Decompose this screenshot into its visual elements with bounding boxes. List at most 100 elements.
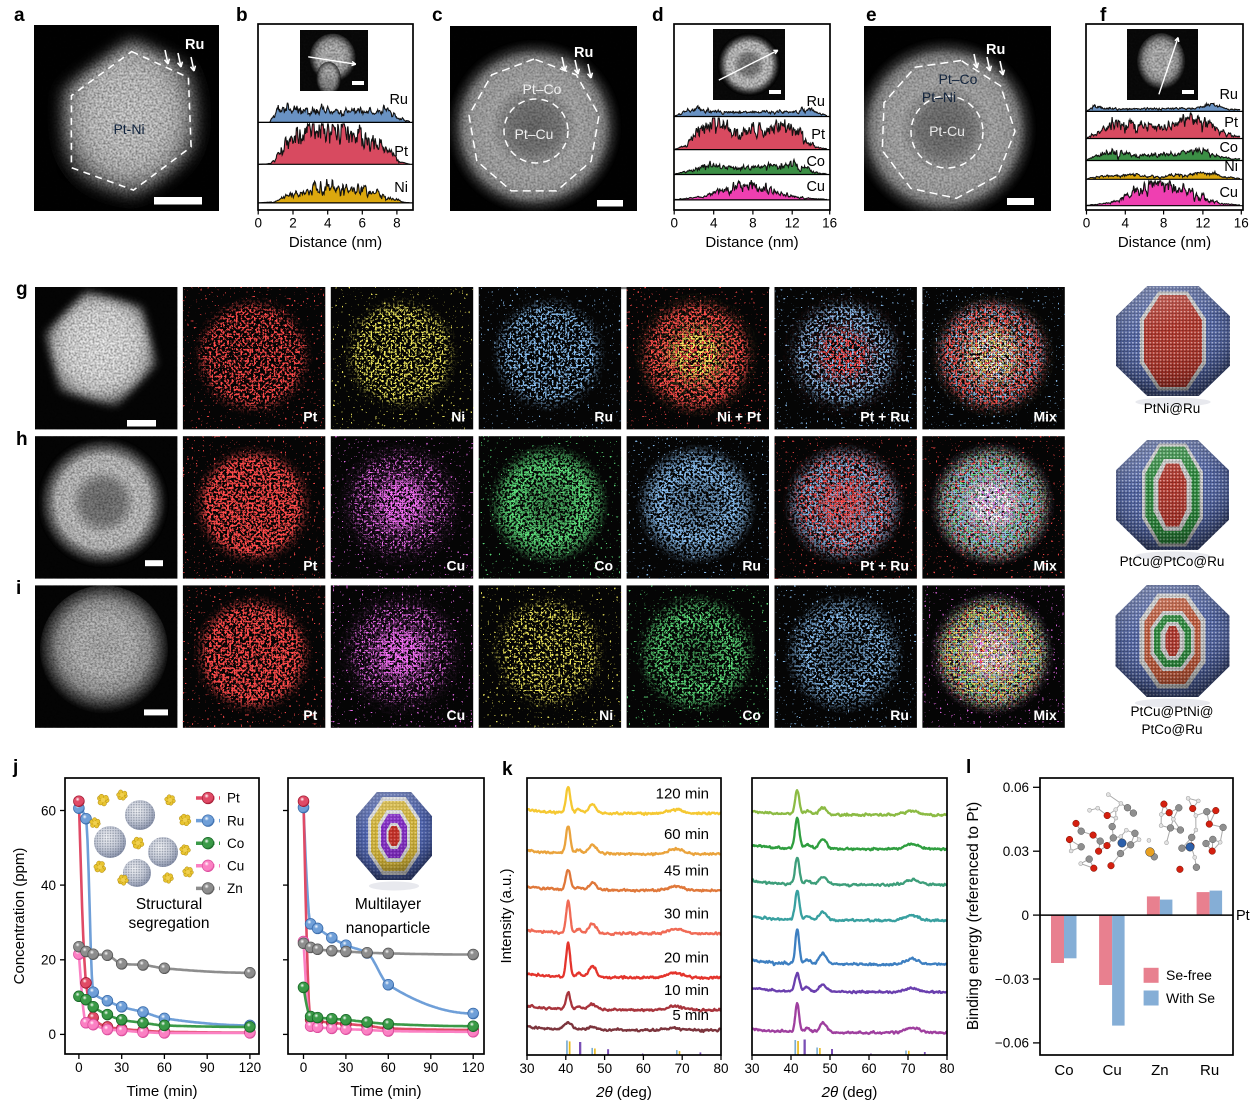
svg-text:40: 40 <box>41 878 56 893</box>
svg-text:Cu: Cu <box>1219 185 1238 201</box>
svg-text:Ni: Ni <box>394 180 408 196</box>
svg-text:0: 0 <box>1083 216 1091 231</box>
svg-text:Pt-Ni: Pt-Ni <box>113 121 144 137</box>
svg-text:Ru: Ru <box>1200 1062 1219 1079</box>
svg-text:Distance (nm): Distance (nm) <box>1118 234 1211 251</box>
svg-text:Ni: Ni <box>1224 159 1238 175</box>
svg-text:16: 16 <box>822 216 837 231</box>
svg-text:−0.03: −0.03 <box>995 972 1029 987</box>
svg-text:20 min: 20 min <box>664 950 709 967</box>
svg-text:PtCu@PtCo@Ru: PtCu@PtCo@Ru <box>1120 554 1225 569</box>
svg-text:segregation: segregation <box>128 915 209 932</box>
svg-text:Structural: Structural <box>136 896 202 913</box>
svg-text:Ni: Ni <box>451 408 465 424</box>
svg-text:Ru: Ru <box>227 813 244 828</box>
svg-text:Zn: Zn <box>227 881 243 896</box>
svg-text:PtCo@Ru: PtCo@Ru <box>1142 722 1203 737</box>
svg-text:0.03: 0.03 <box>1003 844 1029 859</box>
svg-text:90: 90 <box>200 1060 215 1075</box>
svg-text:120: 120 <box>239 1060 262 1075</box>
svg-text:4: 4 <box>710 216 718 231</box>
svg-text:60 min: 60 min <box>664 826 709 843</box>
svg-text:Intensity (a.u.): Intensity (a.u.) <box>498 868 515 963</box>
svg-text:Cu: Cu <box>447 707 466 723</box>
svg-text:Cu: Cu <box>227 859 244 874</box>
svg-text:60: 60 <box>861 1061 876 1076</box>
svg-text:0: 0 <box>670 216 678 231</box>
svg-text:Distance (nm): Distance (nm) <box>705 234 798 251</box>
svg-text:60: 60 <box>157 1060 172 1075</box>
svg-text:8: 8 <box>749 216 757 231</box>
svg-text:30: 30 <box>744 1061 759 1076</box>
svg-text:40: 40 <box>558 1061 573 1076</box>
svg-text:5 min: 5 min <box>672 1007 709 1024</box>
svg-text:Time (min): Time (min) <box>350 1083 421 1100</box>
svg-text:80: 80 <box>939 1061 954 1076</box>
svg-text:60: 60 <box>636 1061 651 1076</box>
svg-text:120 min: 120 min <box>656 785 709 802</box>
svg-text:Cu: Cu <box>806 179 825 195</box>
svg-text:20: 20 <box>41 953 56 968</box>
svg-text:Co: Co <box>227 836 244 851</box>
svg-text:b: b <box>236 5 248 26</box>
svg-text:k: k <box>502 759 513 780</box>
svg-text:Cu: Cu <box>1103 1062 1122 1079</box>
svg-text:Ni + Pt: Ni + Pt <box>717 408 761 424</box>
svg-text:70: 70 <box>675 1061 690 1076</box>
svg-text:g: g <box>16 279 28 300</box>
svg-text:Pt-Cu: Pt-Cu <box>929 123 965 139</box>
svg-text:Ru: Ru <box>574 45 593 61</box>
svg-text:Pt: Pt <box>1224 115 1238 131</box>
svg-text:0: 0 <box>1021 908 1029 923</box>
svg-text:Binding energy (referenced to: Binding energy (referenced to Pt) <box>965 802 982 1030</box>
svg-text:Ru: Ru <box>1219 87 1238 103</box>
svg-text:Pt: Pt <box>1236 908 1250 924</box>
svg-text:Mix: Mix <box>1033 707 1057 723</box>
svg-text:a: a <box>14 5 25 26</box>
svg-text:4: 4 <box>324 216 332 231</box>
svg-text:50: 50 <box>822 1061 837 1076</box>
svg-text:Concentration (ppm): Concentration (ppm) <box>11 848 28 985</box>
svg-text:8: 8 <box>393 216 401 231</box>
svg-text:Ru: Ru <box>806 94 825 110</box>
svg-text:30 min: 30 min <box>664 906 709 923</box>
svg-text:j: j <box>12 757 18 778</box>
svg-text:Ru: Ru <box>890 707 909 723</box>
svg-text:PtCu@PtNi@: PtCu@PtNi@ <box>1131 704 1214 719</box>
svg-text:45 min: 45 min <box>664 862 709 879</box>
svg-text:Mix: Mix <box>1033 408 1057 424</box>
svg-text:30: 30 <box>338 1060 353 1075</box>
svg-text:Mix: Mix <box>1033 558 1057 574</box>
svg-text:l: l <box>966 757 971 778</box>
svg-text:60: 60 <box>381 1060 396 1075</box>
svg-text:Cu: Cu <box>447 558 466 574</box>
svg-text:Co: Co <box>742 707 761 723</box>
svg-text:Co: Co <box>806 154 825 170</box>
svg-text:2: 2 <box>289 216 297 231</box>
svg-text:Pt–Cu: Pt–Cu <box>515 126 554 142</box>
svg-text:i: i <box>16 578 21 599</box>
svg-text:30: 30 <box>519 1061 534 1076</box>
svg-text:Pt: Pt <box>303 558 317 574</box>
svg-text:6: 6 <box>359 216 367 231</box>
svg-text:12: 12 <box>785 216 800 231</box>
svg-text:Ru: Ru <box>742 558 761 574</box>
svg-text:Co: Co <box>1054 1062 1073 1079</box>
svg-text:70: 70 <box>900 1061 915 1076</box>
svg-text:Pt–Ni: Pt–Ni <box>922 89 956 105</box>
svg-text:Co: Co <box>1219 140 1238 156</box>
svg-text:90: 90 <box>423 1060 438 1075</box>
svg-text:Zn: Zn <box>1151 1062 1169 1079</box>
svg-text:Pt: Pt <box>303 707 317 723</box>
svg-text:c: c <box>432 5 443 26</box>
svg-text:0: 0 <box>48 1027 56 1042</box>
svg-text:Ni: Ni <box>599 707 613 723</box>
svg-text:0: 0 <box>254 216 262 231</box>
svg-text:2θ (deg): 2θ (deg) <box>595 1084 652 1101</box>
svg-text:50: 50 <box>597 1061 612 1076</box>
svg-text:80: 80 <box>713 1061 728 1076</box>
svg-text:Pt–Co: Pt–Co <box>523 81 562 97</box>
svg-text:16: 16 <box>1234 216 1249 231</box>
svg-text:Pt: Pt <box>227 791 240 806</box>
svg-text:2θ (deg): 2θ (deg) <box>821 1084 878 1101</box>
